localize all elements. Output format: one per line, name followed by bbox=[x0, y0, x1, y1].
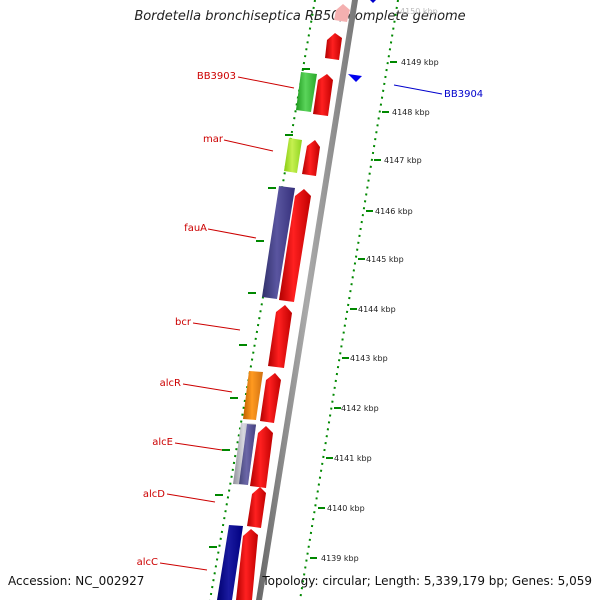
outer-tick-dashes bbox=[209, 68, 310, 548]
kbp-label-4142: 4142 kbp bbox=[341, 404, 379, 413]
kbp-label-4145: 4145 kbp bbox=[366, 255, 404, 264]
kbp-label-4144: 4144 kbp bbox=[358, 305, 396, 314]
label-connectors bbox=[159, 76, 295, 571]
gene-faded bbox=[334, 4, 350, 22]
map-title: Bordetella bronchiseptica RB50, complete… bbox=[134, 9, 466, 24]
kbp-label-4139: 4139 kbp bbox=[321, 554, 359, 563]
gene-red-9[interactable] bbox=[236, 529, 258, 600]
gene-label-group: BB3903 mar fauA bcr alcR alcE alcD alcC … bbox=[137, 71, 484, 568]
BB3904-connector bbox=[393, 84, 443, 95]
gene-label-BB3903: BB3903 bbox=[197, 71, 236, 82]
kbp-label-4148: 4148 kbp bbox=[392, 108, 430, 117]
kbp-label-4143: 4143 kbp bbox=[350, 354, 388, 363]
kbp-labels: 4150 kbp 4149 kbp 4148 kbp 4147 kbp 4146… bbox=[321, 7, 439, 563]
gene-red-8[interactable] bbox=[247, 487, 266, 528]
gene-red-6[interactable] bbox=[260, 373, 281, 423]
gene-red-2[interactable] bbox=[313, 74, 333, 116]
gene-red-5[interactable] bbox=[268, 305, 292, 368]
gene-label-bcr: bcr bbox=[175, 317, 192, 328]
kbp-label-4149: 4149 kbp bbox=[401, 58, 439, 67]
gene-red-3[interactable] bbox=[302, 140, 320, 176]
topology-label: Topology: circular; Length: 5,339,179 bp… bbox=[262, 574, 592, 588]
gene-mar[interactable] bbox=[284, 138, 302, 173]
kbp-label-4147: 4147 kbp bbox=[384, 156, 422, 165]
kbp-label-4140: 4140 kbp bbox=[327, 504, 365, 513]
genome-backbone bbox=[256, 0, 358, 600]
top-blue-mark bbox=[370, 0, 376, 3]
kbp-label-4146: 4146 kbp bbox=[375, 207, 413, 216]
gene-label-alcC: alcC bbox=[137, 557, 158, 568]
kbp-tick-dashes bbox=[310, 61, 397, 559]
kbp-label-4150: 4150 kbp bbox=[400, 7, 438, 16]
gene-BB3903[interactable] bbox=[296, 72, 317, 112]
gene-label-alcE: alcE bbox=[152, 437, 173, 448]
gene-red-1[interactable] bbox=[325, 33, 342, 60]
gene-label-fauA: fauA bbox=[184, 223, 207, 234]
gene-red-7[interactable] bbox=[250, 426, 273, 488]
gene-red-4[interactable] bbox=[279, 189, 311, 302]
gene-label-mar: mar bbox=[203, 134, 224, 145]
kbp-label-4141: 4141 kbp bbox=[334, 454, 372, 463]
gene-alcR[interactable] bbox=[243, 371, 263, 420]
gene-features bbox=[217, 4, 362, 600]
gene-alcC[interactable] bbox=[217, 525, 243, 600]
gene-label-BB3904: BB3904 bbox=[444, 89, 483, 100]
accession-label: Accession: NC_002927 bbox=[8, 574, 145, 588]
gene-BB3904[interactable] bbox=[348, 74, 362, 82]
gene-label-alcR: alcR bbox=[160, 378, 181, 389]
gene-fauA[interactable] bbox=[262, 186, 295, 299]
gene-label-alcD: alcD bbox=[143, 489, 165, 500]
gene-alcE-2[interactable] bbox=[239, 424, 256, 485]
